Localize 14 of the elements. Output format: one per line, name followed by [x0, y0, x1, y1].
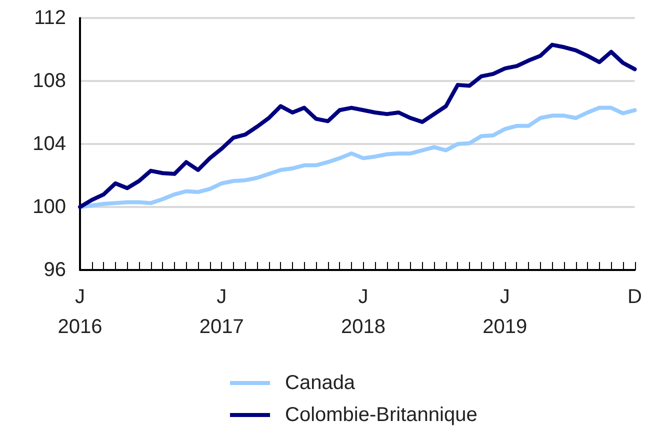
y-tick-label: 104 — [32, 133, 66, 155]
x-tick-label: D — [628, 286, 642, 308]
line-series — [78, 42, 637, 209]
y-tick-label: 100 — [32, 196, 66, 218]
legend-label: Colombie-Britannique — [285, 404, 478, 426]
x-tick-label: J 2016 — [58, 286, 102, 338]
y-tick-label: 96 — [44, 259, 66, 281]
legend-label: Canada — [285, 372, 356, 394]
y-tick-label: 108 — [32, 70, 66, 92]
x-tick-label: J 2018 — [341, 286, 386, 338]
y-tick-label: 112 — [34, 7, 66, 29]
x-tick-label: J 2019 — [482, 286, 528, 338]
x-tick-label: J 2017 — [199, 286, 244, 338]
line-series — [78, 106, 637, 209]
